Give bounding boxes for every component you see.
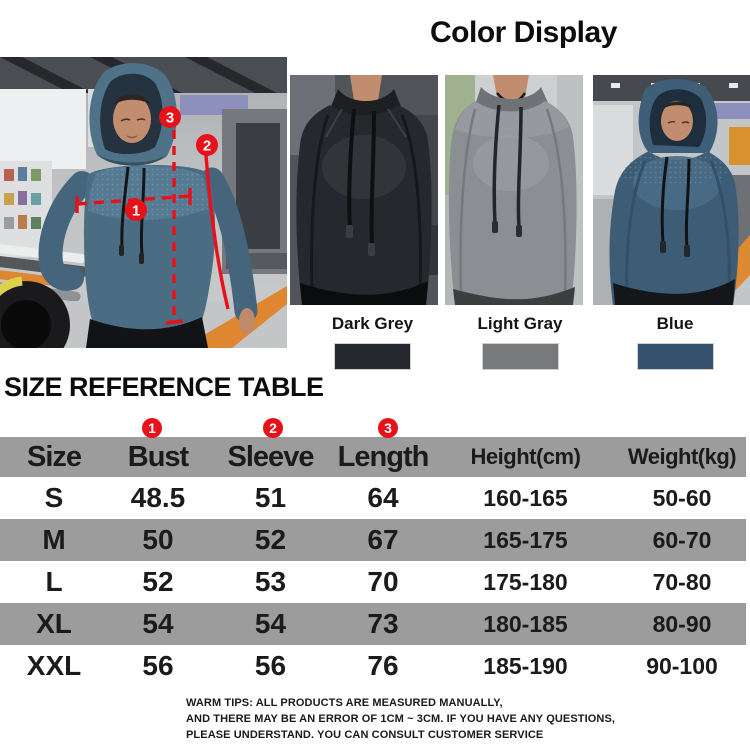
size-table-heading: SIZE REFERENCE TABLE (4, 372, 324, 402)
bust-measure-marker: 1 (125, 199, 147, 221)
product-photo-light-gray (445, 75, 583, 305)
color-label-blue: Blue (656, 314, 694, 333)
size-table-row-s: S 48.5 51 64 160-165 50-60 (0, 477, 746, 519)
cell-size: S (44, 482, 64, 513)
main-product-photo-blue-measurements: 1 2 3 (0, 57, 287, 348)
warm-tips-line-2: AND THERE MAY BE AN ERROR OF 1CM ~ 3CM. … (186, 713, 616, 725)
cell-size: M (42, 524, 66, 555)
warm-tips-line-1: WARM TIPS: ALL PRODUCTS ARE MEASURED MAN… (186, 697, 503, 709)
dark-grey-photo-illustration (290, 75, 438, 305)
length-marker-number: 3 (166, 110, 174, 127)
model-figure-blue-hoodie (38, 63, 258, 348)
cell-size: XXL (26, 650, 82, 681)
cell-height: 185-190 (483, 652, 568, 679)
cell-length: 76 (367, 650, 399, 681)
product-photo-dark-grey (290, 75, 438, 305)
sleeve-measure-marker: 2 (196, 134, 218, 156)
warm-tips-note: WARM TIPS: ALL PRODUCTS ARE MEASURED MAN… (186, 695, 615, 743)
cell-size: XL (36, 608, 72, 639)
product-photo-blue (593, 75, 750, 305)
cell-weight: 80-90 (652, 610, 712, 637)
warm-tips-line-3: PLEASE UNDERSTAND. YOU CAN CONSULT CUSTO… (186, 729, 544, 741)
cell-weight: 60-70 (652, 526, 712, 553)
color-swatch-dark-grey (334, 343, 411, 370)
sleeve-marker-number: 2 (203, 138, 211, 155)
model-figure-blue-hood-up (609, 78, 739, 305)
cell-weight: 50-60 (652, 484, 712, 511)
color-swatch-light-gray (481, 343, 559, 370)
cell-bust: 50 (142, 524, 174, 555)
color-label-light-gray: Light Gray (477, 314, 563, 333)
table-marker-bust: 1 (142, 418, 162, 438)
measurement-lines (75, 130, 230, 325)
cell-bust: 54 (142, 608, 174, 639)
cell-height: 175-180 (483, 568, 568, 595)
col-header-size: Size (26, 440, 82, 473)
cell-length: 67 (367, 524, 399, 555)
color-option-blue: Blue (605, 314, 745, 370)
col-header-bust: Bust (127, 440, 189, 473)
cell-weight: 70-80 (652, 568, 712, 595)
size-table-header-row: Size Bust Sleeve Length Height(cm) Weigh… (0, 437, 746, 477)
table-marker-sleeve: 2 (263, 418, 283, 438)
size-table-row-xxl: XXL 56 56 76 185-190 90-100 (0, 645, 746, 687)
size-table-row-xl: XL 54 54 73 180-185 80-90 (0, 603, 746, 645)
bust-marker-number: 1 (132, 203, 140, 220)
color-option-light-gray: Light Gray (450, 314, 590, 370)
col-header-weight: Weight(kg) (627, 444, 737, 469)
main-photo-illustration: 1 2 3 (0, 57, 287, 348)
cell-weight: 90-100 (646, 652, 718, 679)
cell-height: 180-185 (483, 610, 568, 637)
cell-length: 73 (367, 608, 399, 639)
col-header-sleeve: Sleeve (227, 440, 315, 473)
cell-sleeve: 51 (254, 482, 287, 513)
cell-length: 64 (367, 482, 399, 513)
cell-sleeve: 53 (254, 566, 287, 597)
length-measure-marker: 3 (159, 106, 181, 128)
col-header-length: Length (337, 440, 430, 473)
cell-sleeve: 54 (254, 608, 287, 639)
size-table-row-m: M 50 52 67 165-175 60-70 (0, 519, 746, 561)
light-gray-photo-illustration (445, 75, 583, 305)
cell-sleeve: 56 (254, 650, 287, 681)
color-swatch-blue (636, 343, 714, 370)
size-reference-table: Size Bust Sleeve Length Height(cm) Weigh… (0, 437, 746, 687)
cell-size: L (45, 566, 63, 597)
cell-bust: 48.5 (130, 482, 186, 513)
color-option-dark-grey: Dark Grey (300, 314, 445, 370)
color-display-title: Color Display (430, 16, 617, 49)
table-marker-length: 3 (378, 418, 398, 438)
col-header-height: Height(cm) (470, 444, 581, 469)
cell-sleeve: 52 (254, 524, 287, 555)
blue-photo-illustration (593, 75, 750, 305)
cell-height: 165-175 (483, 526, 568, 553)
color-label-dark-grey: Dark Grey (331, 314, 414, 333)
cell-height: 160-165 (483, 484, 568, 511)
size-table-row-l: L 52 53 70 175-180 70-80 (0, 561, 746, 603)
cell-bust: 56 (142, 650, 174, 681)
cell-length: 70 (367, 566, 399, 597)
cell-bust: 52 (142, 566, 174, 597)
